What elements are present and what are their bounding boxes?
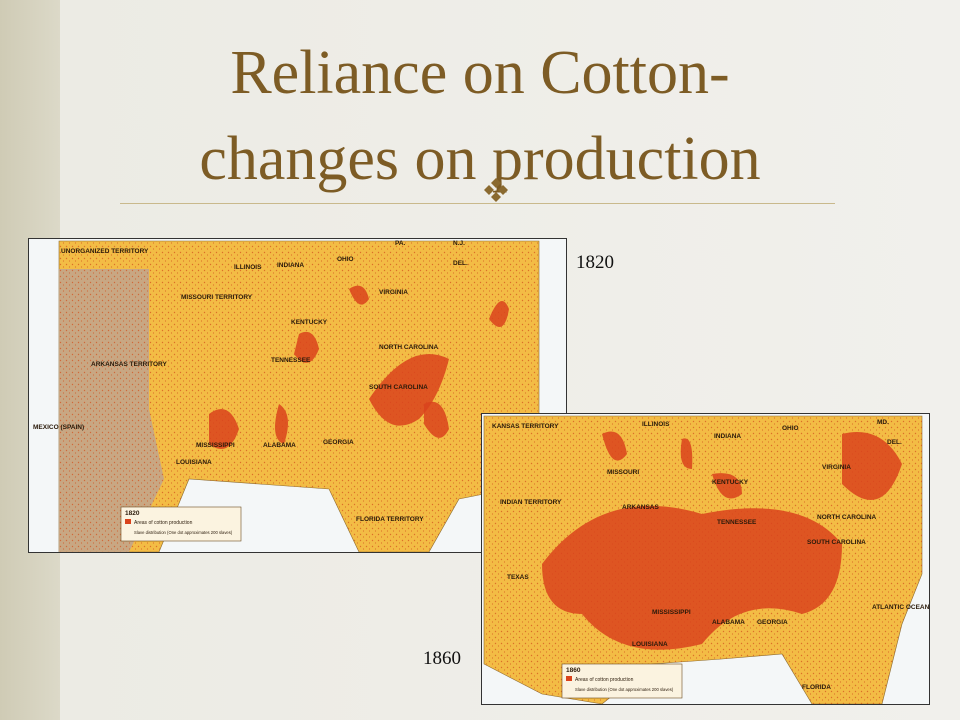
cotton-area xyxy=(542,505,842,650)
cotton-area xyxy=(209,409,239,449)
map-label: N.J. xyxy=(453,240,465,247)
map-label: NORTH CAROLINA xyxy=(379,344,439,351)
map-year: 1820 xyxy=(576,252,614,273)
map-label: ALABAMA xyxy=(712,619,745,626)
cotton-area xyxy=(842,432,902,500)
map-label: MISSISSIPPI xyxy=(652,609,691,616)
map-label: ALABAMA xyxy=(263,442,296,449)
slave-dots xyxy=(59,241,539,552)
legend-box xyxy=(561,663,683,699)
map-label: ILLINOIS xyxy=(642,421,670,428)
legend-item: Areas of cotton production xyxy=(575,677,634,683)
map-label: MISSOURI xyxy=(607,469,639,476)
cotton-area xyxy=(680,438,693,469)
map-label: TEXAS xyxy=(507,574,529,581)
title-rule xyxy=(120,203,835,204)
map-label: GEORGIA xyxy=(757,619,788,626)
cotton-area xyxy=(712,473,742,499)
map-label: SOUTH CAROLINA xyxy=(369,384,428,391)
map-label: UNORGANIZED TERRITORY xyxy=(61,248,149,255)
map-label: FLORIDA TERRITORY xyxy=(356,516,424,523)
legend-swatch xyxy=(566,676,572,681)
map-label: ARKANSAS xyxy=(622,504,660,511)
legend-title: 1820 xyxy=(125,510,140,517)
map-label: DEL. xyxy=(887,439,902,446)
map-label: MISSISSIPPI xyxy=(196,442,235,449)
map-label: MISSOURI TERRITORY xyxy=(181,294,253,301)
cotton-area xyxy=(602,431,627,461)
map-label: ARKANSAS TERRITORY xyxy=(91,361,168,368)
map-label: VIRGINIA xyxy=(379,289,408,296)
map-label: SOUTH CAROLINA xyxy=(807,539,866,546)
map-label: VIRGINIA xyxy=(822,464,851,471)
cotton-area xyxy=(369,354,449,426)
map-label: PA. xyxy=(395,240,406,247)
map-label: MD. xyxy=(877,419,889,426)
map-label: NORTH CAROLINA xyxy=(817,514,877,521)
map-label: KENTUCKY xyxy=(712,479,749,486)
map-label: TENNESSEE xyxy=(271,357,311,364)
map-label: INDIAN TERRITORY xyxy=(500,499,562,506)
map-label: OHIO xyxy=(782,425,799,432)
map-label: INDIANA xyxy=(714,433,741,440)
map-label: ILLINOIS xyxy=(234,264,262,271)
map-label: LOUISIANA xyxy=(176,459,212,466)
map-label: INDIANA xyxy=(277,262,304,269)
map-1820: UNORGANIZED TERRITORY ILLINOIS INDIANA OHIO… xyxy=(28,238,567,553)
map-year: 1860 xyxy=(423,648,461,669)
title-line: changes on production xyxy=(199,125,761,193)
map-label: MEXICO (SPAIN) xyxy=(33,424,84,431)
map-label: GEORGIA xyxy=(323,439,354,446)
legend-item: Areas of cotton production xyxy=(134,520,193,526)
map-label: OHIO xyxy=(337,256,354,263)
legend-title: 1860 xyxy=(566,667,581,674)
bullet-ornament xyxy=(484,178,508,202)
map-1860: KANSAS TERRITORY ILLINOIS INDIANA OHIO MD. DE… xyxy=(481,413,930,705)
map-label: KENTUCKY xyxy=(291,319,328,326)
cotton-area xyxy=(294,331,319,363)
cotton-area xyxy=(424,401,449,438)
map-label: KANSAS TERRITORY xyxy=(492,423,559,430)
legend-swatch xyxy=(125,519,131,524)
map-label: DEL. xyxy=(453,260,468,267)
cotton-area xyxy=(275,404,288,444)
legend-box xyxy=(120,506,242,542)
map-label: ATLANTIC OCEAN xyxy=(872,604,930,611)
map-label: LOUISIANA xyxy=(632,641,668,648)
map-label: TENNESSEE xyxy=(717,519,757,526)
legend-item: Slave distribution (One dot approximates… xyxy=(575,687,674,692)
title-line: Reliance on Cotton- xyxy=(230,39,730,107)
legend-item: Slave distribution (One dot approximates… xyxy=(134,530,233,535)
cotton-area xyxy=(489,301,509,327)
map-label: FLORIDA xyxy=(802,684,831,691)
cotton-area xyxy=(349,285,369,305)
